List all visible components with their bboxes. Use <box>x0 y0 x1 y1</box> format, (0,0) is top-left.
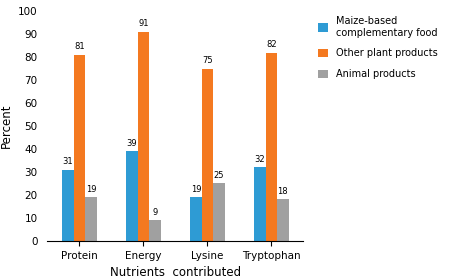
Text: 39: 39 <box>127 139 137 148</box>
Text: 19: 19 <box>191 185 201 194</box>
Y-axis label: Percent: Percent <box>0 104 12 148</box>
Bar <box>126 151 137 241</box>
Text: 31: 31 <box>63 157 73 166</box>
Bar <box>265 53 277 241</box>
Bar <box>190 197 201 241</box>
Bar <box>62 170 73 241</box>
Bar <box>73 55 85 241</box>
Text: 75: 75 <box>202 56 213 65</box>
Legend: Maize-based
complementary food, Other plant products, Animal products: Maize-based complementary food, Other pl… <box>319 16 438 79</box>
Bar <box>213 183 225 241</box>
X-axis label: Nutrients  contributed: Nutrients contributed <box>110 266 241 279</box>
Text: 82: 82 <box>266 40 277 49</box>
Bar <box>137 32 149 241</box>
Text: 19: 19 <box>86 185 96 194</box>
Text: 18: 18 <box>278 187 288 196</box>
Text: 9: 9 <box>152 208 157 217</box>
Text: 25: 25 <box>214 171 224 180</box>
Text: 91: 91 <box>138 19 149 28</box>
Text: 81: 81 <box>74 42 85 52</box>
Bar <box>149 220 161 241</box>
Bar <box>277 199 289 241</box>
Bar <box>85 197 97 241</box>
Bar <box>254 167 265 241</box>
Bar <box>201 69 213 241</box>
Text: 32: 32 <box>255 155 265 164</box>
